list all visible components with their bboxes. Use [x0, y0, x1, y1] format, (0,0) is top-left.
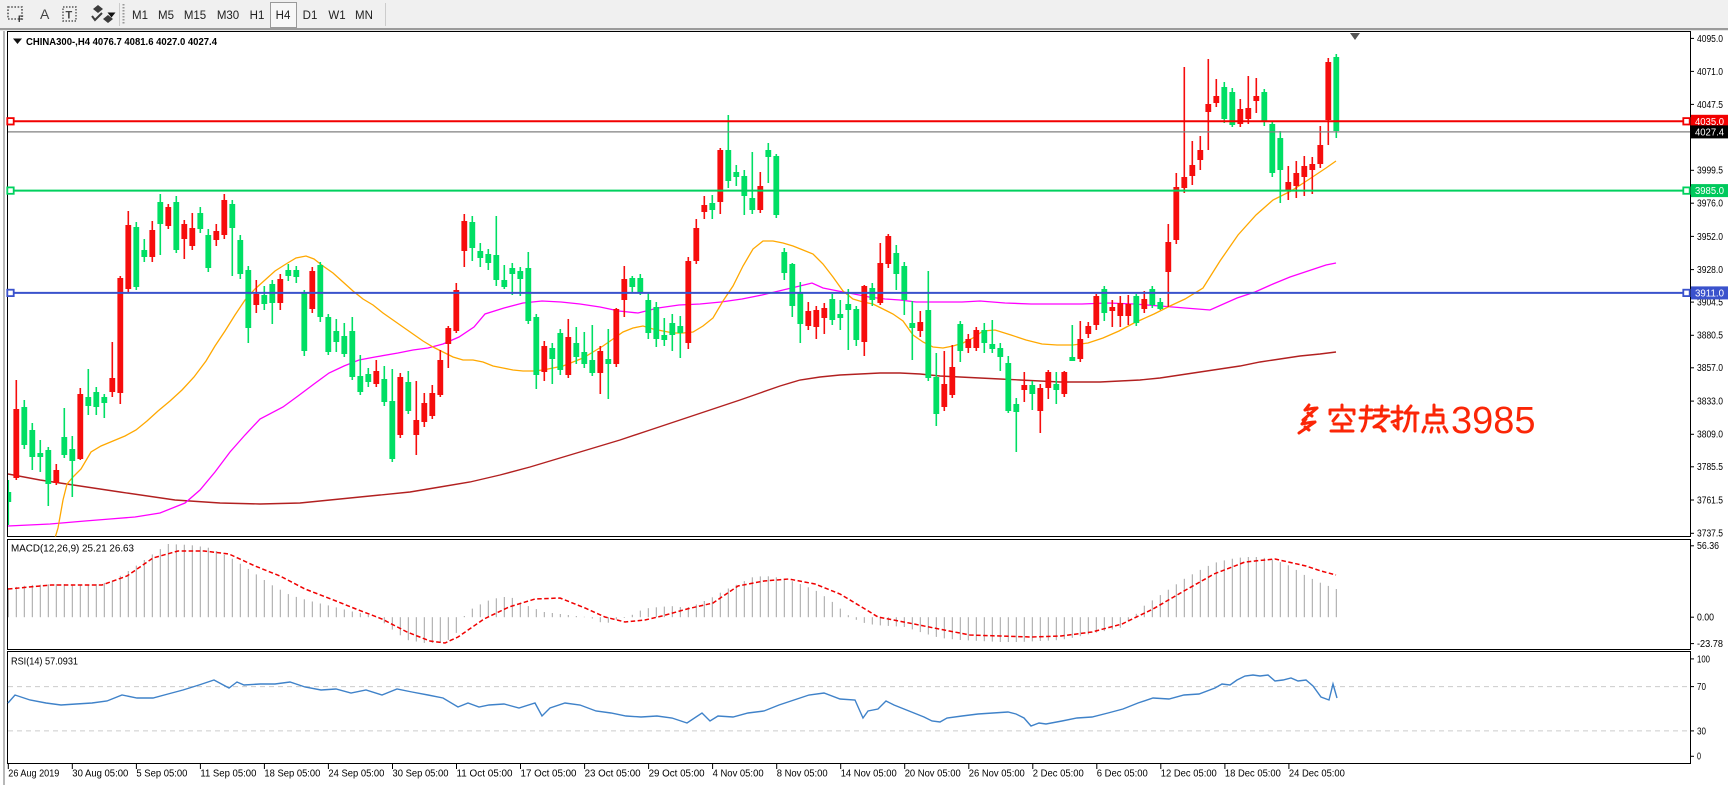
svg-text:3809.0: 3809.0 — [1697, 430, 1723, 441]
svg-text:30 Sep 05:00: 30 Sep 05:00 — [393, 769, 450, 780]
svg-text:4 Nov 05:00: 4 Nov 05:00 — [713, 769, 765, 780]
svg-text:24 Dec 05:00: 24 Dec 05:00 — [1289, 769, 1346, 780]
svg-text:26 Aug 2019: 26 Aug 2019 — [8, 769, 59, 780]
svg-text:24 Sep 05:00: 24 Sep 05:00 — [328, 769, 385, 780]
svg-text:5 Sep 05:00: 5 Sep 05:00 — [136, 769, 188, 780]
svg-text:3952.0: 3952.0 — [1697, 232, 1723, 243]
svg-text:4035.0: 4035.0 — [1695, 117, 1725, 128]
svg-text:56.36: 56.36 — [1697, 541, 1719, 552]
svg-text:0: 0 — [1697, 752, 1701, 763]
svg-text:W1: W1 — [328, 10, 345, 22]
svg-text:3857.0: 3857.0 — [1697, 363, 1723, 374]
svg-text:M1: M1 — [132, 10, 148, 22]
svg-text:RSI(14) 57.0931: RSI(14) 57.0931 — [11, 656, 78, 668]
svg-text:3911.0: 3911.0 — [1695, 289, 1725, 300]
svg-text:30 Aug 05:00: 30 Aug 05:00 — [72, 769, 129, 780]
svg-text:26 Nov 05:00: 26 Nov 05:00 — [969, 769, 1026, 780]
svg-text:3833.0: 3833.0 — [1697, 397, 1723, 408]
svg-text:4095.0: 4095.0 — [1697, 34, 1723, 45]
svg-text:29 Oct 05:00: 29 Oct 05:00 — [649, 769, 706, 780]
svg-text:T: T — [66, 10, 73, 22]
svg-text:A: A — [40, 6, 50, 22]
svg-text:30: 30 — [1697, 726, 1706, 737]
svg-text:4071.0: 4071.0 — [1697, 67, 1723, 78]
svg-text:3904.5: 3904.5 — [1697, 298, 1723, 309]
svg-text:3880.5: 3880.5 — [1697, 331, 1723, 342]
svg-text:17 Oct 05:00: 17 Oct 05:00 — [521, 769, 578, 780]
svg-text:H4: H4 — [276, 10, 291, 22]
svg-text:6 Dec 05:00: 6 Dec 05:00 — [1097, 769, 1149, 780]
svg-text:100: 100 — [1697, 654, 1710, 665]
svg-text:M5: M5 — [158, 10, 174, 22]
svg-text:23 Oct 05:00: 23 Oct 05:00 — [585, 769, 642, 780]
svg-text:3761.5: 3761.5 — [1697, 495, 1723, 506]
svg-text:3985.0: 3985.0 — [1695, 186, 1725, 197]
svg-text:18 Dec 05:00: 18 Dec 05:00 — [1225, 769, 1282, 780]
svg-text:18 Sep 05:00: 18 Sep 05:00 — [264, 769, 321, 780]
svg-text:3737.5: 3737.5 — [1697, 529, 1723, 540]
svg-text:11 Sep 05:00: 11 Sep 05:00 — [200, 769, 257, 780]
svg-text:MN: MN — [355, 10, 373, 22]
svg-text:14 Nov 05:00: 14 Nov 05:00 — [841, 769, 898, 780]
svg-text:M15: M15 — [184, 10, 206, 22]
svg-text:MACD(12,26,9) 25.21 26.63: MACD(12,26,9) 25.21 26.63 — [11, 543, 134, 555]
svg-text:4027.4: 4027.4 — [1695, 128, 1725, 139]
svg-text:20 Nov 05:00: 20 Nov 05:00 — [905, 769, 962, 780]
svg-text:3928.0: 3928.0 — [1697, 265, 1723, 276]
svg-text:-23.78: -23.78 — [1697, 639, 1724, 650]
svg-text:3785.5: 3785.5 — [1697, 462, 1723, 473]
svg-text:70: 70 — [1697, 682, 1706, 693]
svg-text:0.00: 0.00 — [1697, 613, 1714, 624]
svg-text:4047.5: 4047.5 — [1697, 100, 1723, 111]
svg-text:12 Dec 05:00: 12 Dec 05:00 — [1161, 769, 1218, 780]
svg-text:3985: 3985 — [1451, 400, 1536, 442]
svg-text:F: F — [18, 14, 24, 24]
svg-text:2 Dec 05:00: 2 Dec 05:00 — [1033, 769, 1085, 780]
svg-text:8 Nov 05:00: 8 Nov 05:00 — [777, 769, 829, 780]
svg-text:M30: M30 — [217, 10, 239, 22]
svg-text:3976.0: 3976.0 — [1697, 199, 1723, 210]
svg-text:H1: H1 — [250, 10, 265, 22]
svg-text:D1: D1 — [303, 10, 318, 22]
svg-text:3999.5: 3999.5 — [1697, 166, 1723, 177]
svg-text:CHINA300-,H4 4076.7 4081.6 40: CHINA300-,H4 4076.7 4081.6 4027.0 4027.4 — [26, 36, 217, 48]
svg-text:11 Oct 05:00: 11 Oct 05:00 — [457, 769, 514, 780]
